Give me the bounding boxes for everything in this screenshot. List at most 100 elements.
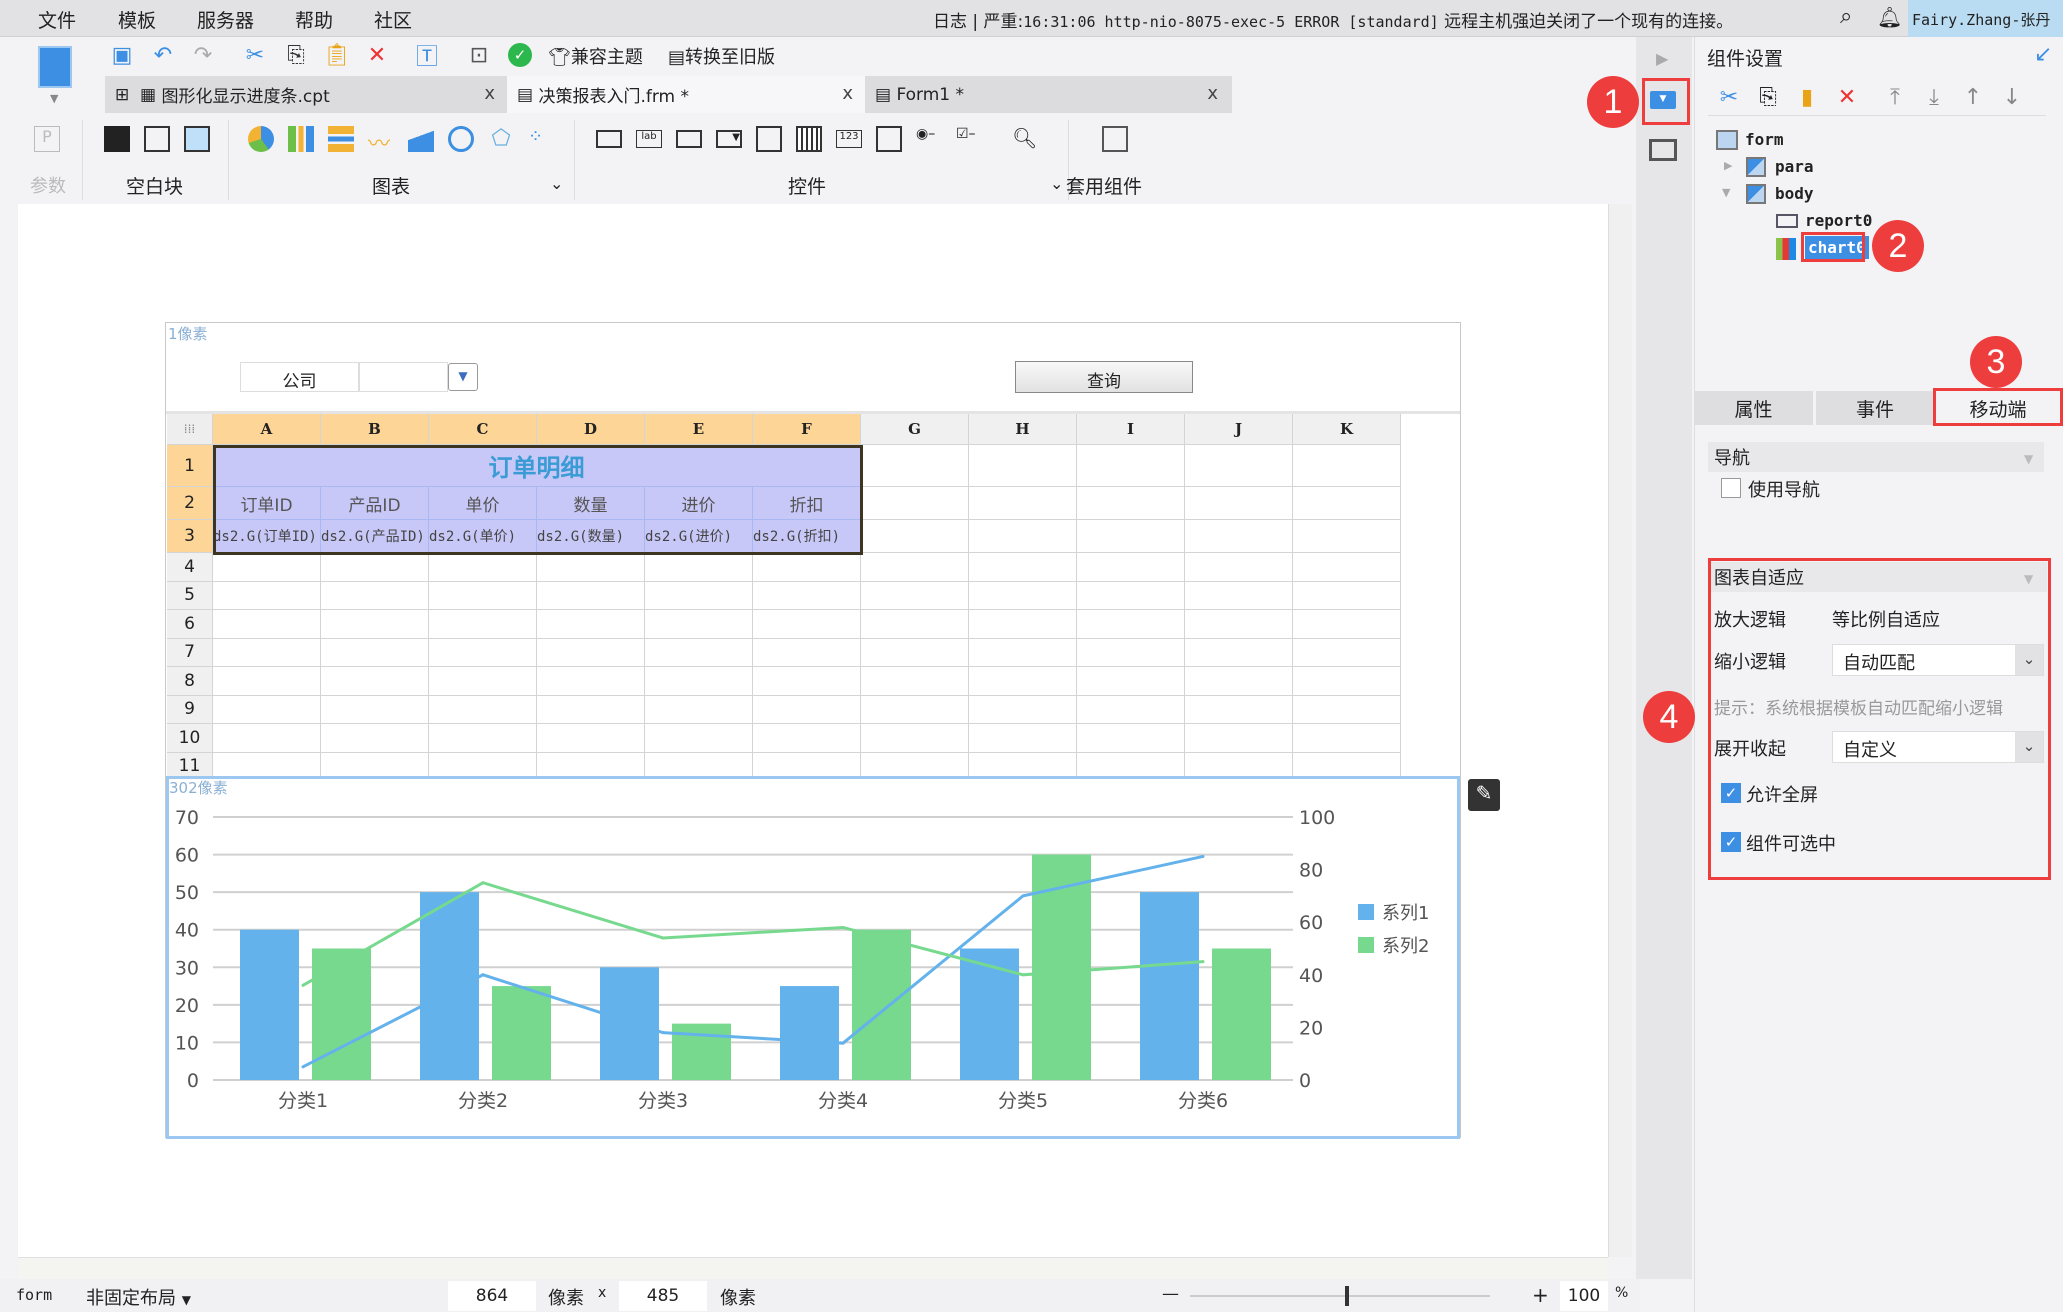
combo-dropdown-button[interactable]: ▼: [448, 363, 478, 391]
grid-cell[interactable]: [753, 638, 861, 667]
row-header-4[interactable]: 4: [167, 553, 213, 582]
chevron-down-icon[interactable]: ⌄: [1050, 174, 1064, 193]
grid-cell[interactable]: [429, 581, 537, 610]
compat-theme-button[interactable]: 👕︎兼容主题: [548, 47, 643, 68]
grid-cell[interactable]: [861, 667, 969, 696]
grid-cell[interactable]: [321, 752, 429, 776]
grid-cell[interactable]: [1185, 724, 1293, 753]
select-all-corner[interactable]: ⁞⁞⁞: [167, 414, 213, 445]
grid-cell[interactable]: [969, 695, 1077, 724]
copy-icon[interactable]: ⎘: [287, 42, 305, 68]
param-icon[interactable]: P: [34, 126, 60, 152]
grid-cell[interactable]: [753, 667, 861, 696]
chart-widget[interactable]: 302像素 0 10 20 30 40 50 60 70 0 20 40 60 80 100 分类1 分类2 分…: [166, 776, 1460, 1139]
grid-cell[interactable]: [1293, 581, 1401, 610]
redo-icon[interactable]: ↷: [193, 42, 213, 68]
grid-cell[interactable]: [429, 695, 537, 724]
grid-cell[interactable]: [969, 581, 1077, 610]
report-grid[interactable]: ⁞⁞⁞ A B C D E F G H I J K 1 订单明细 2 订单ID 产品ID 单价 数量 进价 折扣 3 ds2…: [167, 414, 1460, 776]
row-header-11[interactable]: 11: [167, 752, 213, 776]
zoom-slider-handle[interactable]: [1345, 1286, 1349, 1306]
grid-cell[interactable]: [969, 638, 1077, 667]
form-body[interactable]: 1像素 公司 ▼ 查询 ⁞⁞⁞ A B C D E F G H I J K 1 订单明细 2 订单ID 产品ID…: [165, 322, 1461, 1139]
row-header-9[interactable]: 9: [167, 695, 213, 724]
grid-cell[interactable]: [1077, 487, 1185, 520]
row-header-5[interactable]: 5: [167, 581, 213, 610]
grid-cell[interactable]: [645, 752, 753, 776]
app-menu-arrow-icon[interactable]: ▼: [50, 92, 59, 105]
grid-cell[interactable]: [1077, 667, 1185, 696]
text-preview-icon[interactable]: 🅃: [415, 45, 438, 70]
column-header-G[interactable]: G: [861, 414, 969, 445]
grid-cell[interactable]: [1077, 553, 1185, 582]
field-cell[interactable]: ds2.G(进价): [645, 520, 753, 553]
fullscreen-checkbox[interactable]: ✓: [1721, 783, 1741, 803]
close-icon[interactable]: x: [1207, 83, 1218, 104]
grid-cell[interactable]: [1077, 610, 1185, 639]
width-input[interactable]: 864: [448, 1281, 536, 1311]
column-header-E[interactable]: E: [645, 414, 753, 445]
row-header-2[interactable]: 2: [167, 487, 213, 520]
move-top-icon[interactable]: ⤒: [1890, 84, 1900, 110]
grid-cell[interactable]: [1185, 553, 1293, 582]
preview-icon[interactable]: ⊡: [469, 42, 489, 68]
search-icon[interactable]: ⌕: [1840, 4, 1853, 29]
horizontal-scrollbar[interactable]: [18, 1257, 1608, 1279]
grid-cell[interactable]: [1077, 520, 1185, 553]
grid-cell[interactable]: [429, 553, 537, 582]
grid-cell[interactable]: [537, 667, 645, 696]
column-header-J[interactable]: J: [1185, 414, 1293, 445]
grid-cell[interactable]: [1185, 752, 1293, 776]
collapse-arrow-icon[interactable]: ↙: [2034, 42, 2053, 67]
copy-icon[interactable]: ⎘: [1759, 84, 1777, 110]
move-up-icon[interactable]: ↑: [1963, 84, 1983, 110]
nav-section-header[interactable]: [1708, 442, 2044, 472]
textarea-widget-icon[interactable]: [876, 126, 902, 152]
height-input[interactable]: 485: [619, 1281, 707, 1311]
grid-cell[interactable]: [1293, 520, 1401, 553]
grid-cell[interactable]: [537, 581, 645, 610]
zoom-in-button[interactable]: +: [1532, 1283, 1549, 1307]
grid-cell[interactable]: [645, 695, 753, 724]
grid-cell[interactable]: [537, 752, 645, 776]
grid-cell[interactable]: [969, 667, 1077, 696]
section-collapse-icon[interactable]: ▼: [2024, 452, 2034, 466]
field-cell[interactable]: ds2.G(订单ID): [213, 520, 321, 553]
user-badge[interactable]: Fairy.Zhang-张丹: [1908, 0, 2063, 37]
grid-cell[interactable]: [1293, 724, 1401, 753]
use-nav-checkbox[interactable]: [1721, 478, 1741, 498]
grid-cell[interactable]: [213, 553, 321, 582]
grid-cell[interactable]: [969, 445, 1077, 487]
field-cell[interactable]: ds2.G(折扣): [753, 520, 861, 553]
grid-cell[interactable]: [861, 553, 969, 582]
header-cell[interactable]: 数量: [537, 487, 645, 520]
grid-cell[interactable]: [429, 752, 537, 776]
grid-cell[interactable]: [861, 445, 969, 487]
grid-cell[interactable]: [429, 667, 537, 696]
grid-cell[interactable]: [1077, 752, 1185, 776]
column-header-K[interactable]: K: [1293, 414, 1401, 445]
grid-cell[interactable]: [1293, 638, 1401, 667]
grid-cell[interactable]: [321, 695, 429, 724]
grid-cell[interactable]: [1185, 520, 1293, 553]
selectable-checkbox[interactable]: ✓: [1721, 832, 1741, 852]
cut-icon[interactable]: ✂: [245, 42, 265, 68]
grid-cell[interactable]: [861, 695, 969, 724]
blank-block-icon[interactable]: [104, 126, 130, 152]
grid-cell[interactable]: [753, 724, 861, 753]
grid-cell[interactable]: [1185, 445, 1293, 487]
report-title-cell[interactable]: 订单明细: [213, 445, 861, 487]
grid-cell[interactable]: [1077, 724, 1185, 753]
grid-cell[interactable]: [753, 581, 861, 610]
menu-help[interactable]: 帮助: [295, 10, 334, 32]
grid-cell[interactable]: [969, 724, 1077, 753]
textbox-widget-icon[interactable]: [676, 130, 702, 148]
tab-mobile[interactable]: 移动端: [1936, 391, 2060, 425]
delete-icon[interactable]: ✕: [367, 42, 387, 68]
field-cell[interactable]: ds2.G(数量): [537, 520, 645, 553]
collapse-icon[interactable]: ▼: [1722, 186, 1731, 199]
grid-cell[interactable]: [1185, 610, 1293, 639]
checkbox-group-icon[interactable]: ☑–: [956, 126, 976, 142]
header-cell[interactable]: 折扣: [753, 487, 861, 520]
grid-cell[interactable]: [753, 610, 861, 639]
